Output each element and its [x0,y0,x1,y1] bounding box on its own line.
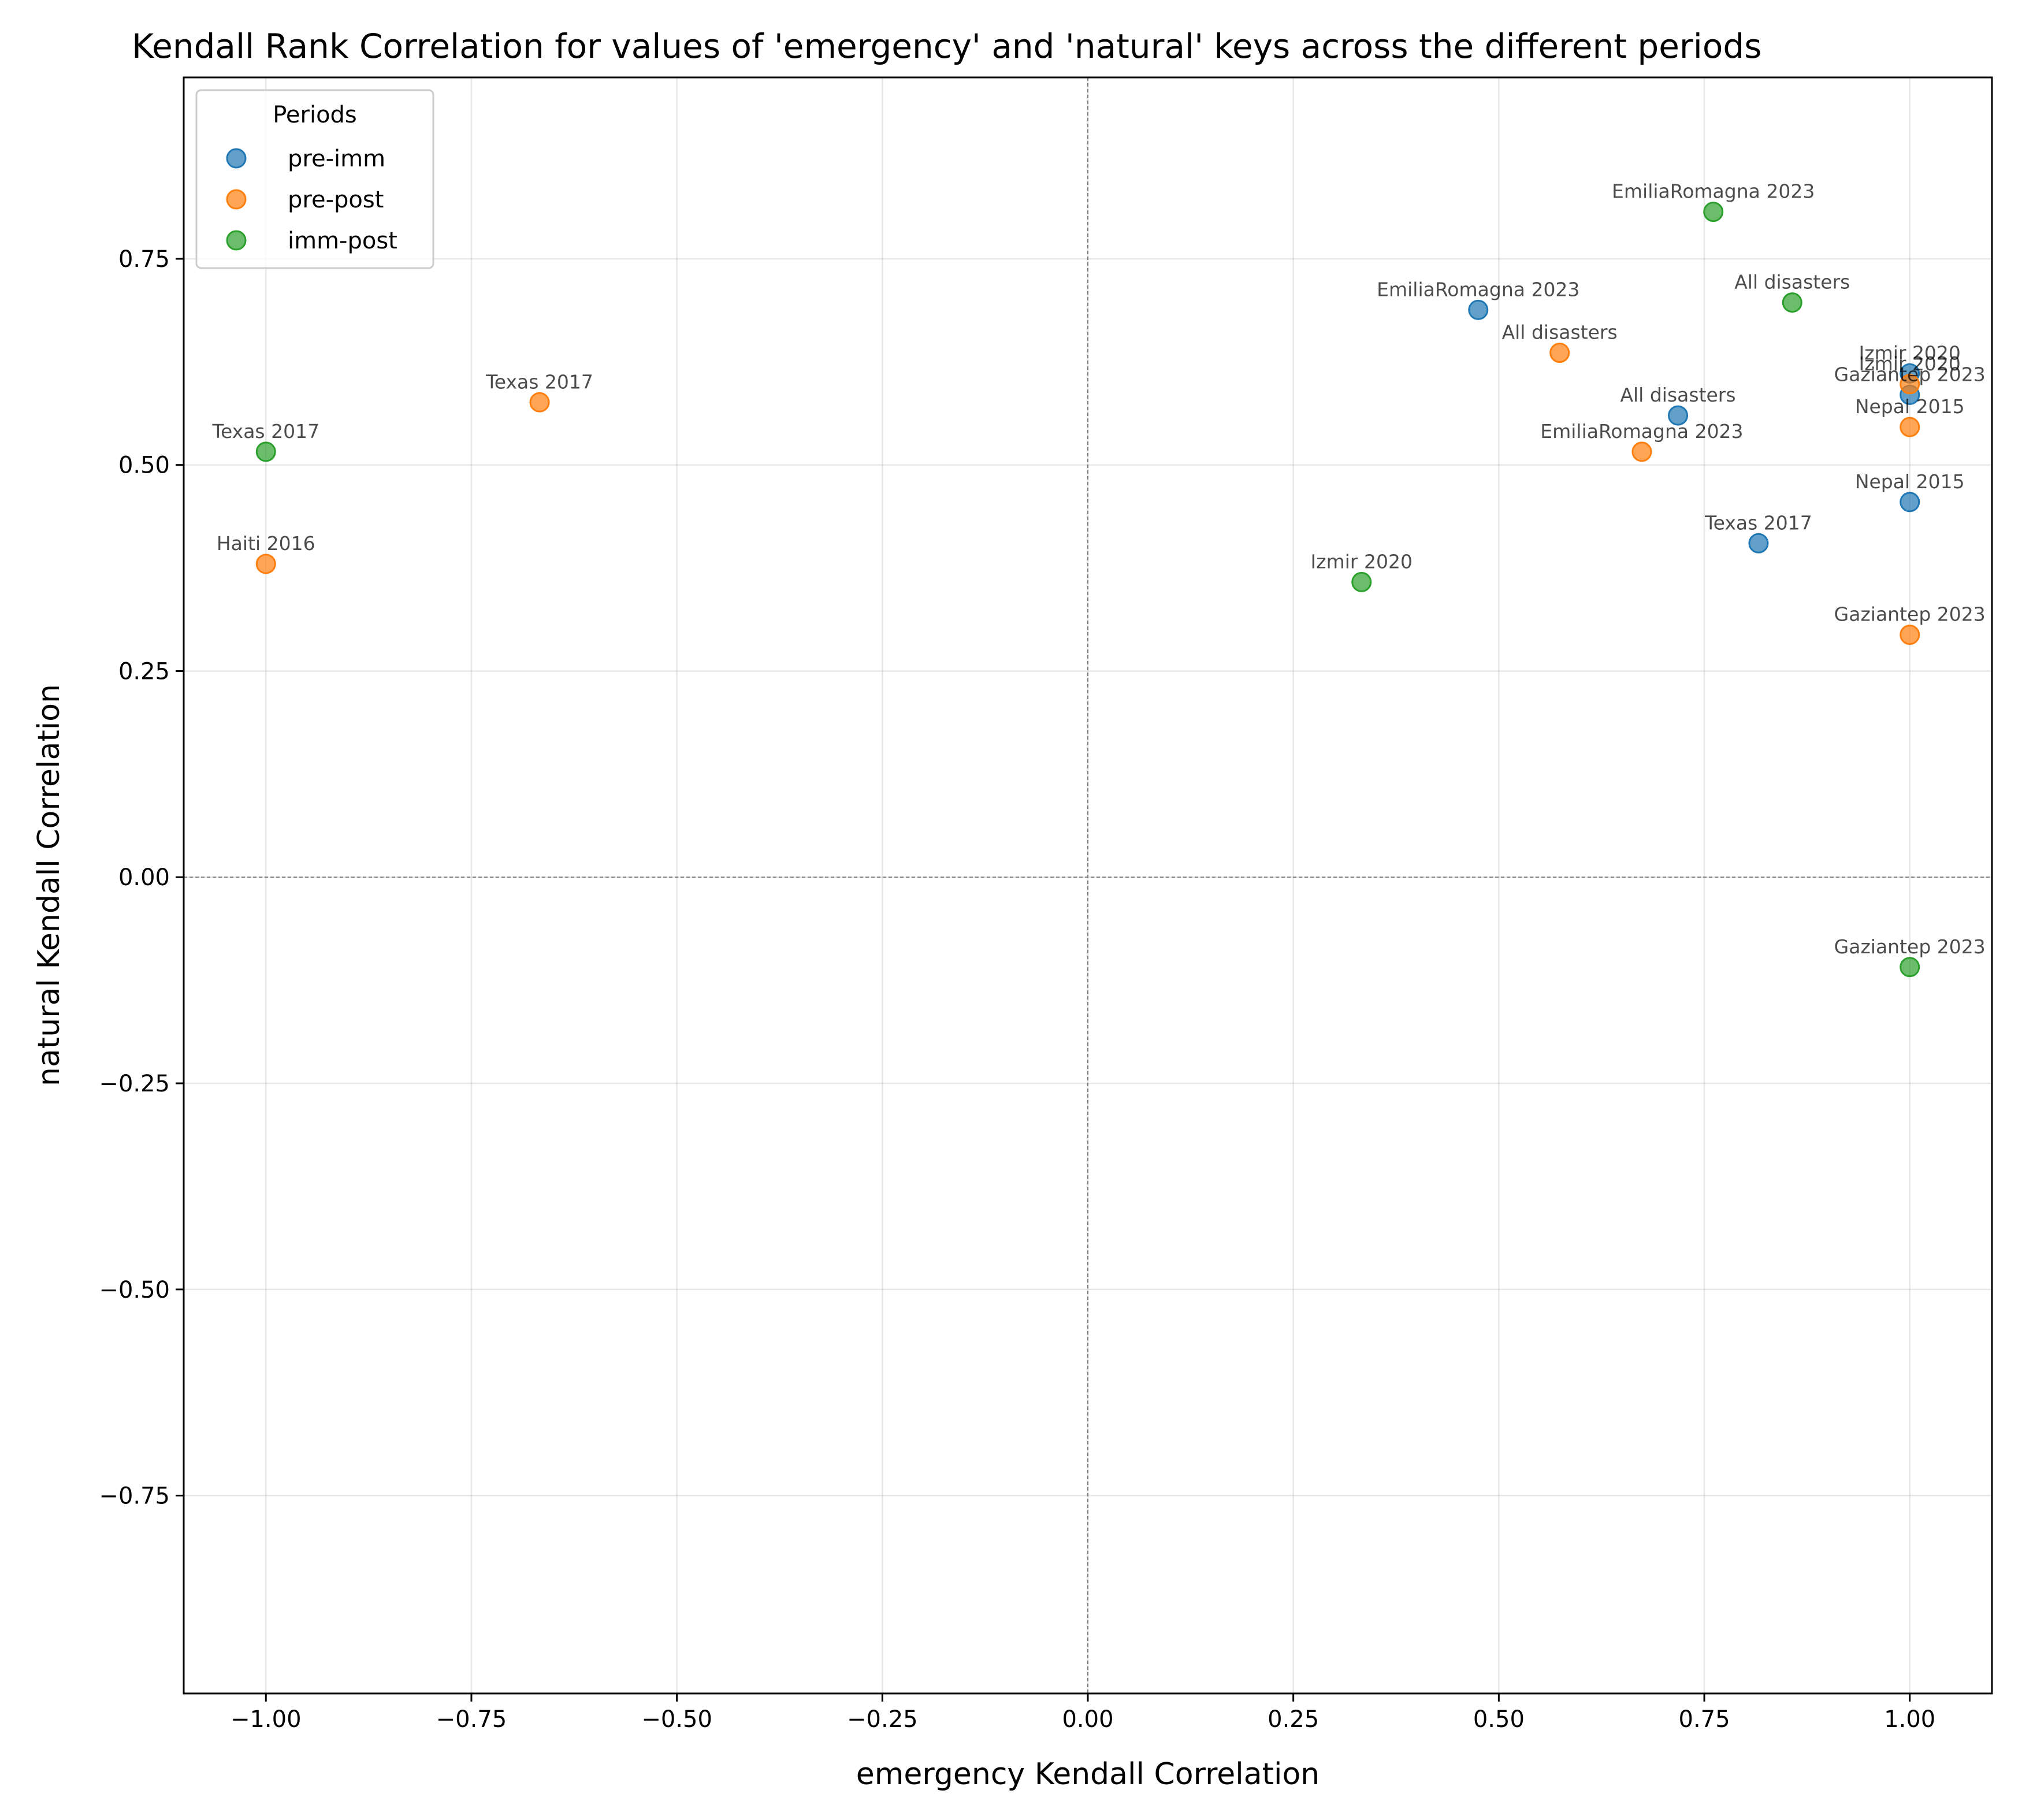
point-label: Gaziantep 2023 [1834,363,1986,385]
zero-reference-lines [184,77,1992,1693]
x-tick-label: 0.50 [1473,1706,1525,1733]
point-label: Izmir 2020 [1311,550,1413,573]
point-label: Nepal 2015 [1855,470,1965,493]
x-tick-label: −1.00 [231,1706,302,1733]
point-label: Texas 2017 [211,420,319,443]
scatter-point-pre-post [1900,374,1920,395]
scatter-point-imm-post [1703,202,1724,222]
legend-marker-pre-post [226,189,247,210]
point-label: EmiliaRomagna 2023 [1377,278,1579,300]
point-label: Nepal 2015 [1855,395,1965,418]
scatter-point-pre-post [1900,625,1920,645]
scatter-point-pre-imm [1900,492,1920,512]
data-points [255,202,1920,978]
x-tick-label: 1.00 [1884,1706,1935,1733]
scatter-point-pre-post [529,392,550,413]
x-tick-label: 0.75 [1679,1706,1730,1733]
y-tick-label: −0.50 [99,1277,170,1303]
point-label: Texas 2017 [1704,511,1812,534]
legend-marker-imm-post [226,230,247,251]
point-labels: EmiliaRomagna 2023 All disasters Izmir 202… [211,180,1985,958]
y-tick-label: −0.75 [99,1483,170,1510]
y-tick-label: 0.75 [118,246,170,273]
scatter-point-imm-post [1900,957,1920,978]
scatter-point-pre-imm [1748,533,1769,554]
y-tick-label: −0.25 [99,1071,170,1097]
point-label: Haiti 2016 [217,532,315,555]
point-label: Texas 2017 [485,370,593,393]
point-label: EmiliaRomagna 2023 [1540,420,1743,443]
y-tick-label: 0.25 [118,658,170,685]
scatter-point-pre-post [255,554,276,574]
point-label: Izmir 2020 [1859,352,1961,375]
legend-label-imm-post: imm-post [288,228,397,254]
scatter-point-imm-post [1351,571,1372,592]
legend-frame [195,89,434,269]
point-label: Gaziantep 2023 [1834,603,1986,626]
scatter-point-imm-post [1782,292,1802,313]
x-axis-label: emergency Kendall Correlation [856,1757,1319,1792]
x-tick-label: −0.75 [436,1706,507,1733]
legend-title: Periods [273,102,357,128]
point-label: All disasters [1734,271,1850,294]
y-axis-label: natural Kendall Correlation [32,684,66,1086]
legend-entries: pre-imm pre-post imm-post [226,146,397,254]
legend-marker-pre-imm [226,148,247,169]
legend-label-pre-imm: pre-imm [288,146,385,172]
point-label: All disasters [1502,321,1618,344]
scatter-point-pre-imm [1668,405,1689,426]
x-tick-label: 0.25 [1268,1706,1319,1733]
y-axis-ticks: −0.75 −0.50 −0.25 0.00 0.25 0.50 0.75 [99,246,184,1510]
x-tick-label: −0.50 [641,1706,712,1733]
x-tick-label: −0.25 [847,1706,918,1733]
point-label: Gaziantep 2023 [1834,935,1986,958]
scatter-point-pre-post [1900,417,1920,437]
scatter-point-pre-post [1631,441,1652,462]
x-tick-label: 0.00 [1062,1706,1113,1733]
scatter-point-imm-post [255,441,276,462]
x-axis-ticks: −1.00 −0.75 −0.50 −0.25 0.00 0.25 0.50 0.75 1.00 [231,1693,1935,1733]
point-label: EmiliaRomagna 2023 [1612,180,1815,203]
legend: Periods pre-imm pre-post imm-post [195,89,434,269]
point-label: Izmir 2020 [1859,341,1961,364]
y-tick-label: 0.50 [118,452,170,479]
scatter-point-pre-post [1549,343,1570,363]
scatter-point-pre-imm [1468,299,1489,320]
chart-title: Kendall Rank Correlation for values of '… [132,27,1761,66]
y-tick-label: 0.00 [118,864,170,891]
point-label: All disasters [1620,384,1735,406]
legend-label-pre-post: pre-post [288,187,384,213]
